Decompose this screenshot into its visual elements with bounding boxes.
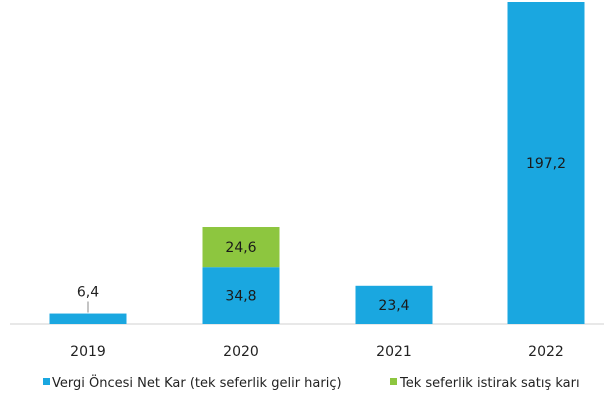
bar-net-kar-2020: [202, 267, 280, 324]
bar-net-kar-2019: [49, 313, 127, 324]
x-tick-label-2022: 2022: [528, 344, 564, 360]
legend: Vergi Öncesi Net Kar (tek seferlik gelir…: [43, 374, 580, 391]
legend-label-istirak: Tek seferlik istirak satış karı: [399, 376, 580, 391]
legend-swatch-net-kar: [43, 378, 50, 385]
x-tick-label-2019: 2019: [70, 344, 106, 360]
bar-net-kar-2022: [507, 2, 585, 324]
data-label-net-kar-2022: 197,2: [526, 156, 566, 172]
legend-swatch-istirak: [390, 378, 397, 385]
data-label-net-kar-2020: 34,8: [225, 289, 256, 305]
x-tick-label-2021: 2021: [376, 344, 412, 360]
x-tick-labels-group: 2019 2020 2021 2022: [70, 344, 564, 360]
legend-label-net-kar: Vergi Öncesi Net Kar (tek seferlik gelir…: [52, 374, 342, 391]
bar-net-kar-2021: [355, 285, 433, 324]
data-labels-group: 6,4 34,8 24,6 23,4 197,2: [77, 156, 566, 314]
data-label-istirak-2020: 24,6: [225, 240, 256, 256]
bar-istirak-2020: [202, 227, 280, 268]
x-tick-label-2020: 2020: [223, 344, 259, 360]
data-label-net-kar-2019: 6,4: [77, 285, 99, 301]
data-label-net-kar-2021: 23,4: [378, 298, 409, 314]
bars-group: [49, 2, 585, 324]
